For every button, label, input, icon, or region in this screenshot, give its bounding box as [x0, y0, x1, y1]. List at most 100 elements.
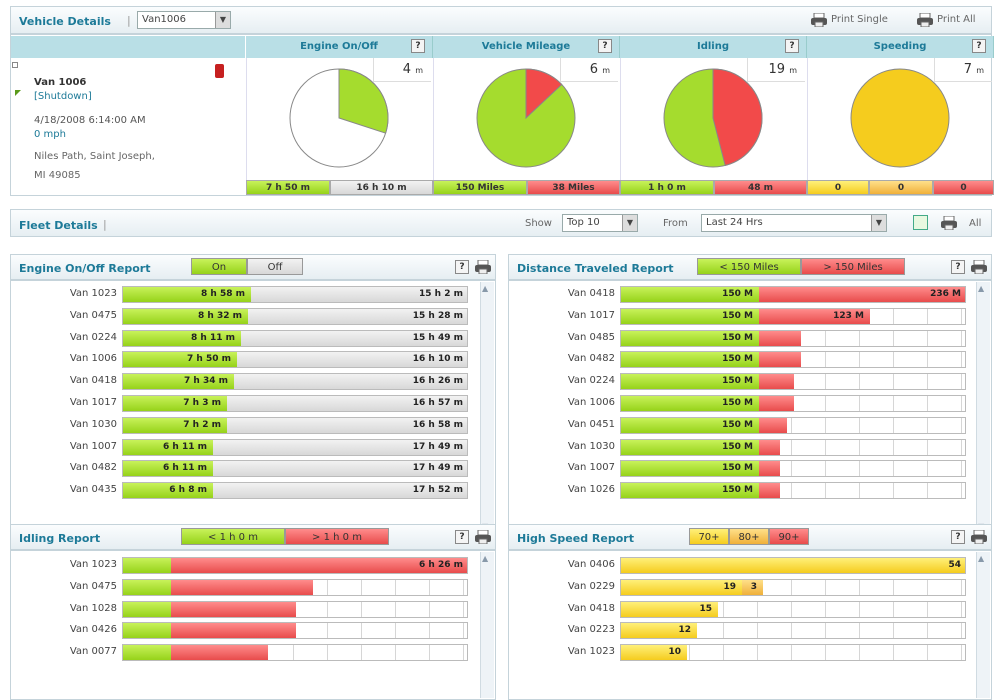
table-row[interactable]: 6 h 26 m — [122, 557, 468, 574]
help-icon[interactable]: ? — [972, 39, 986, 53]
report-title: Distance Traveled Report — [517, 262, 674, 275]
scroll-up-icon[interactable]: ▲ — [482, 284, 489, 293]
bar-under: 150 M — [621, 396, 759, 411]
table-row[interactable] — [122, 622, 468, 640]
print-single-button[interactable]: Print Single — [811, 11, 923, 29]
bar-over — [759, 352, 801, 368]
table-row[interactable]: 8 h 32 m 15 h 28 m — [122, 307, 468, 325]
print-all-fleet[interactable]: All — [969, 218, 982, 229]
bar-on: 7 h 50 m — [123, 352, 237, 368]
help-icon[interactable]: ? — [598, 39, 612, 53]
fleet-details-title: Fleet Details — [19, 219, 98, 232]
show-select[interactable]: Top 10 ▼ — [562, 214, 638, 232]
panel-footer-value: 16 h 10 m — [330, 180, 433, 195]
bar-under: 150 M — [621, 330, 759, 346]
printer-icon[interactable] — [971, 530, 987, 544]
panel-footer-value: 7 h 50 m — [246, 180, 330, 195]
table-row[interactable]: 150 M — [620, 351, 966, 369]
table-row[interactable]: 6 h 11 m 17 h 49 m — [122, 460, 468, 478]
table-row[interactable]: 150 M — [620, 329, 966, 347]
help-icon[interactable]: ? — [785, 39, 799, 53]
scrollbar[interactable] — [480, 552, 494, 698]
bar-over — [171, 623, 296, 639]
legend-0[interactable]: 70+ — [689, 528, 729, 545]
table-row[interactable]: 7 h 34 m 16 h 26 m — [122, 373, 468, 391]
panel-footer-value: 150 Miles — [433, 180, 527, 195]
table-row[interactable]: 10 — [620, 644, 966, 662]
help-icon[interactable]: ? — [455, 260, 469, 274]
refresh-icon[interactable] — [913, 215, 928, 230]
fleet-details-header: Fleet Details | Show Top 10 ▼ From Last … — [10, 209, 992, 237]
table-row[interactable] — [122, 600, 468, 618]
legend-2[interactable]: 90+ — [769, 528, 809, 545]
bar-70: 15 — [621, 601, 718, 617]
row-label: Van 0426 — [69, 624, 117, 636]
legend-0[interactable]: On — [191, 258, 247, 275]
row-label: Van 0223 — [567, 624, 615, 636]
legend-0[interactable]: < 1 h 0 m — [181, 528, 285, 545]
help-icon[interactable]: ? — [455, 530, 469, 544]
help-icon[interactable]: ? — [951, 260, 965, 274]
scrollbar[interactable] — [480, 282, 494, 534]
expand-icon[interactable] — [12, 62, 18, 68]
row-label: Van 1017 — [567, 309, 615, 321]
legend-1[interactable]: > 150 Miles — [801, 258, 905, 275]
help-icon[interactable]: ? — [951, 530, 965, 544]
printer-icon[interactable] — [941, 216, 957, 230]
printer-icon[interactable] — [475, 530, 491, 544]
panel-pie-chart — [850, 68, 950, 168]
table-row[interactable]: 150 M — [620, 482, 966, 500]
table-row[interactable]: 150 M — [620, 395, 966, 412]
help-icon[interactable]: ? — [411, 39, 425, 53]
legend-0[interactable]: < 150 Miles — [697, 258, 801, 275]
table-row[interactable] — [122, 578, 468, 596]
printer-icon[interactable] — [971, 260, 987, 274]
pie-slice-rest — [850, 68, 950, 168]
table-row[interactable] — [122, 644, 468, 662]
show-label: Show — [525, 218, 552, 229]
table-row[interactable]: 150 M — [620, 373, 966, 391]
scroll-up-icon[interactable]: ▲ — [978, 284, 985, 293]
legend-1[interactable]: > 1 h 0 m — [285, 528, 389, 545]
legend-1[interactable]: 80+ — [729, 528, 769, 545]
table-row[interactable]: 6 h 11 m 17 h 49 m — [122, 438, 468, 456]
table-row[interactable]: 7 h 3 m 16 h 57 m — [122, 395, 468, 412]
table-row[interactable]: 8 h 58 m 15 h 2 m — [122, 286, 468, 303]
table-row[interactable]: 150 M — [620, 438, 966, 456]
bar-under: 150 M — [621, 374, 759, 390]
bar-over — [759, 396, 794, 411]
table-row[interactable]: 8 h 11 m 15 h 49 m — [122, 329, 468, 347]
row-label: Van 0418 — [567, 288, 615, 299]
show-select-value: Top 10 — [567, 217, 600, 228]
row-label: Van 1026 — [567, 484, 615, 496]
table-row[interactable]: 7 h 50 m 16 h 10 m — [122, 351, 468, 369]
bar-over — [759, 417, 787, 433]
table-row[interactable]: 150 M 123 M — [620, 307, 966, 325]
table-row[interactable]: 150 M 236 M — [620, 286, 966, 303]
scroll-up-icon[interactable]: ▲ — [978, 554, 985, 563]
vehicle-status[interactable]: [Shutdown] — [34, 91, 92, 102]
table-row[interactable]: 6 h 8 m 17 h 52 m — [122, 482, 468, 500]
row-label: Van 1007 — [567, 462, 615, 474]
bar-over — [759, 374, 794, 390]
table-row[interactable]: 12 — [620, 622, 966, 640]
bar-on: 8 h 11 m — [123, 330, 241, 346]
scrollbar[interactable] — [976, 552, 990, 698]
bar-70: 54 — [621, 558, 965, 573]
table-row[interactable]: 54 — [620, 557, 966, 574]
table-row[interactable]: 150 M — [620, 416, 966, 434]
vehicle-select[interactable]: Van1006 ▼ — [137, 11, 231, 29]
scroll-up-icon[interactable]: ▲ — [482, 554, 489, 563]
scrollbar[interactable] — [976, 282, 990, 534]
printer-icon[interactable] — [475, 260, 491, 274]
table-row[interactable]: 15 — [620, 600, 966, 618]
table-row[interactable]: 19 3 — [620, 578, 966, 596]
row-label: Van 0485 — [567, 331, 615, 343]
row-label: Van 1006 — [567, 397, 615, 408]
print-all-button[interactable]: Print All — [917, 11, 991, 29]
legend-1[interactable]: Off — [247, 258, 303, 275]
from-select[interactable]: Last 24 Hrs ▼ — [701, 214, 887, 232]
table-row[interactable]: 150 M — [620, 460, 966, 478]
table-row[interactable]: 7 h 2 m 16 h 58 m — [122, 416, 468, 434]
panel-footer-value: 1 h 0 m — [620, 180, 714, 195]
